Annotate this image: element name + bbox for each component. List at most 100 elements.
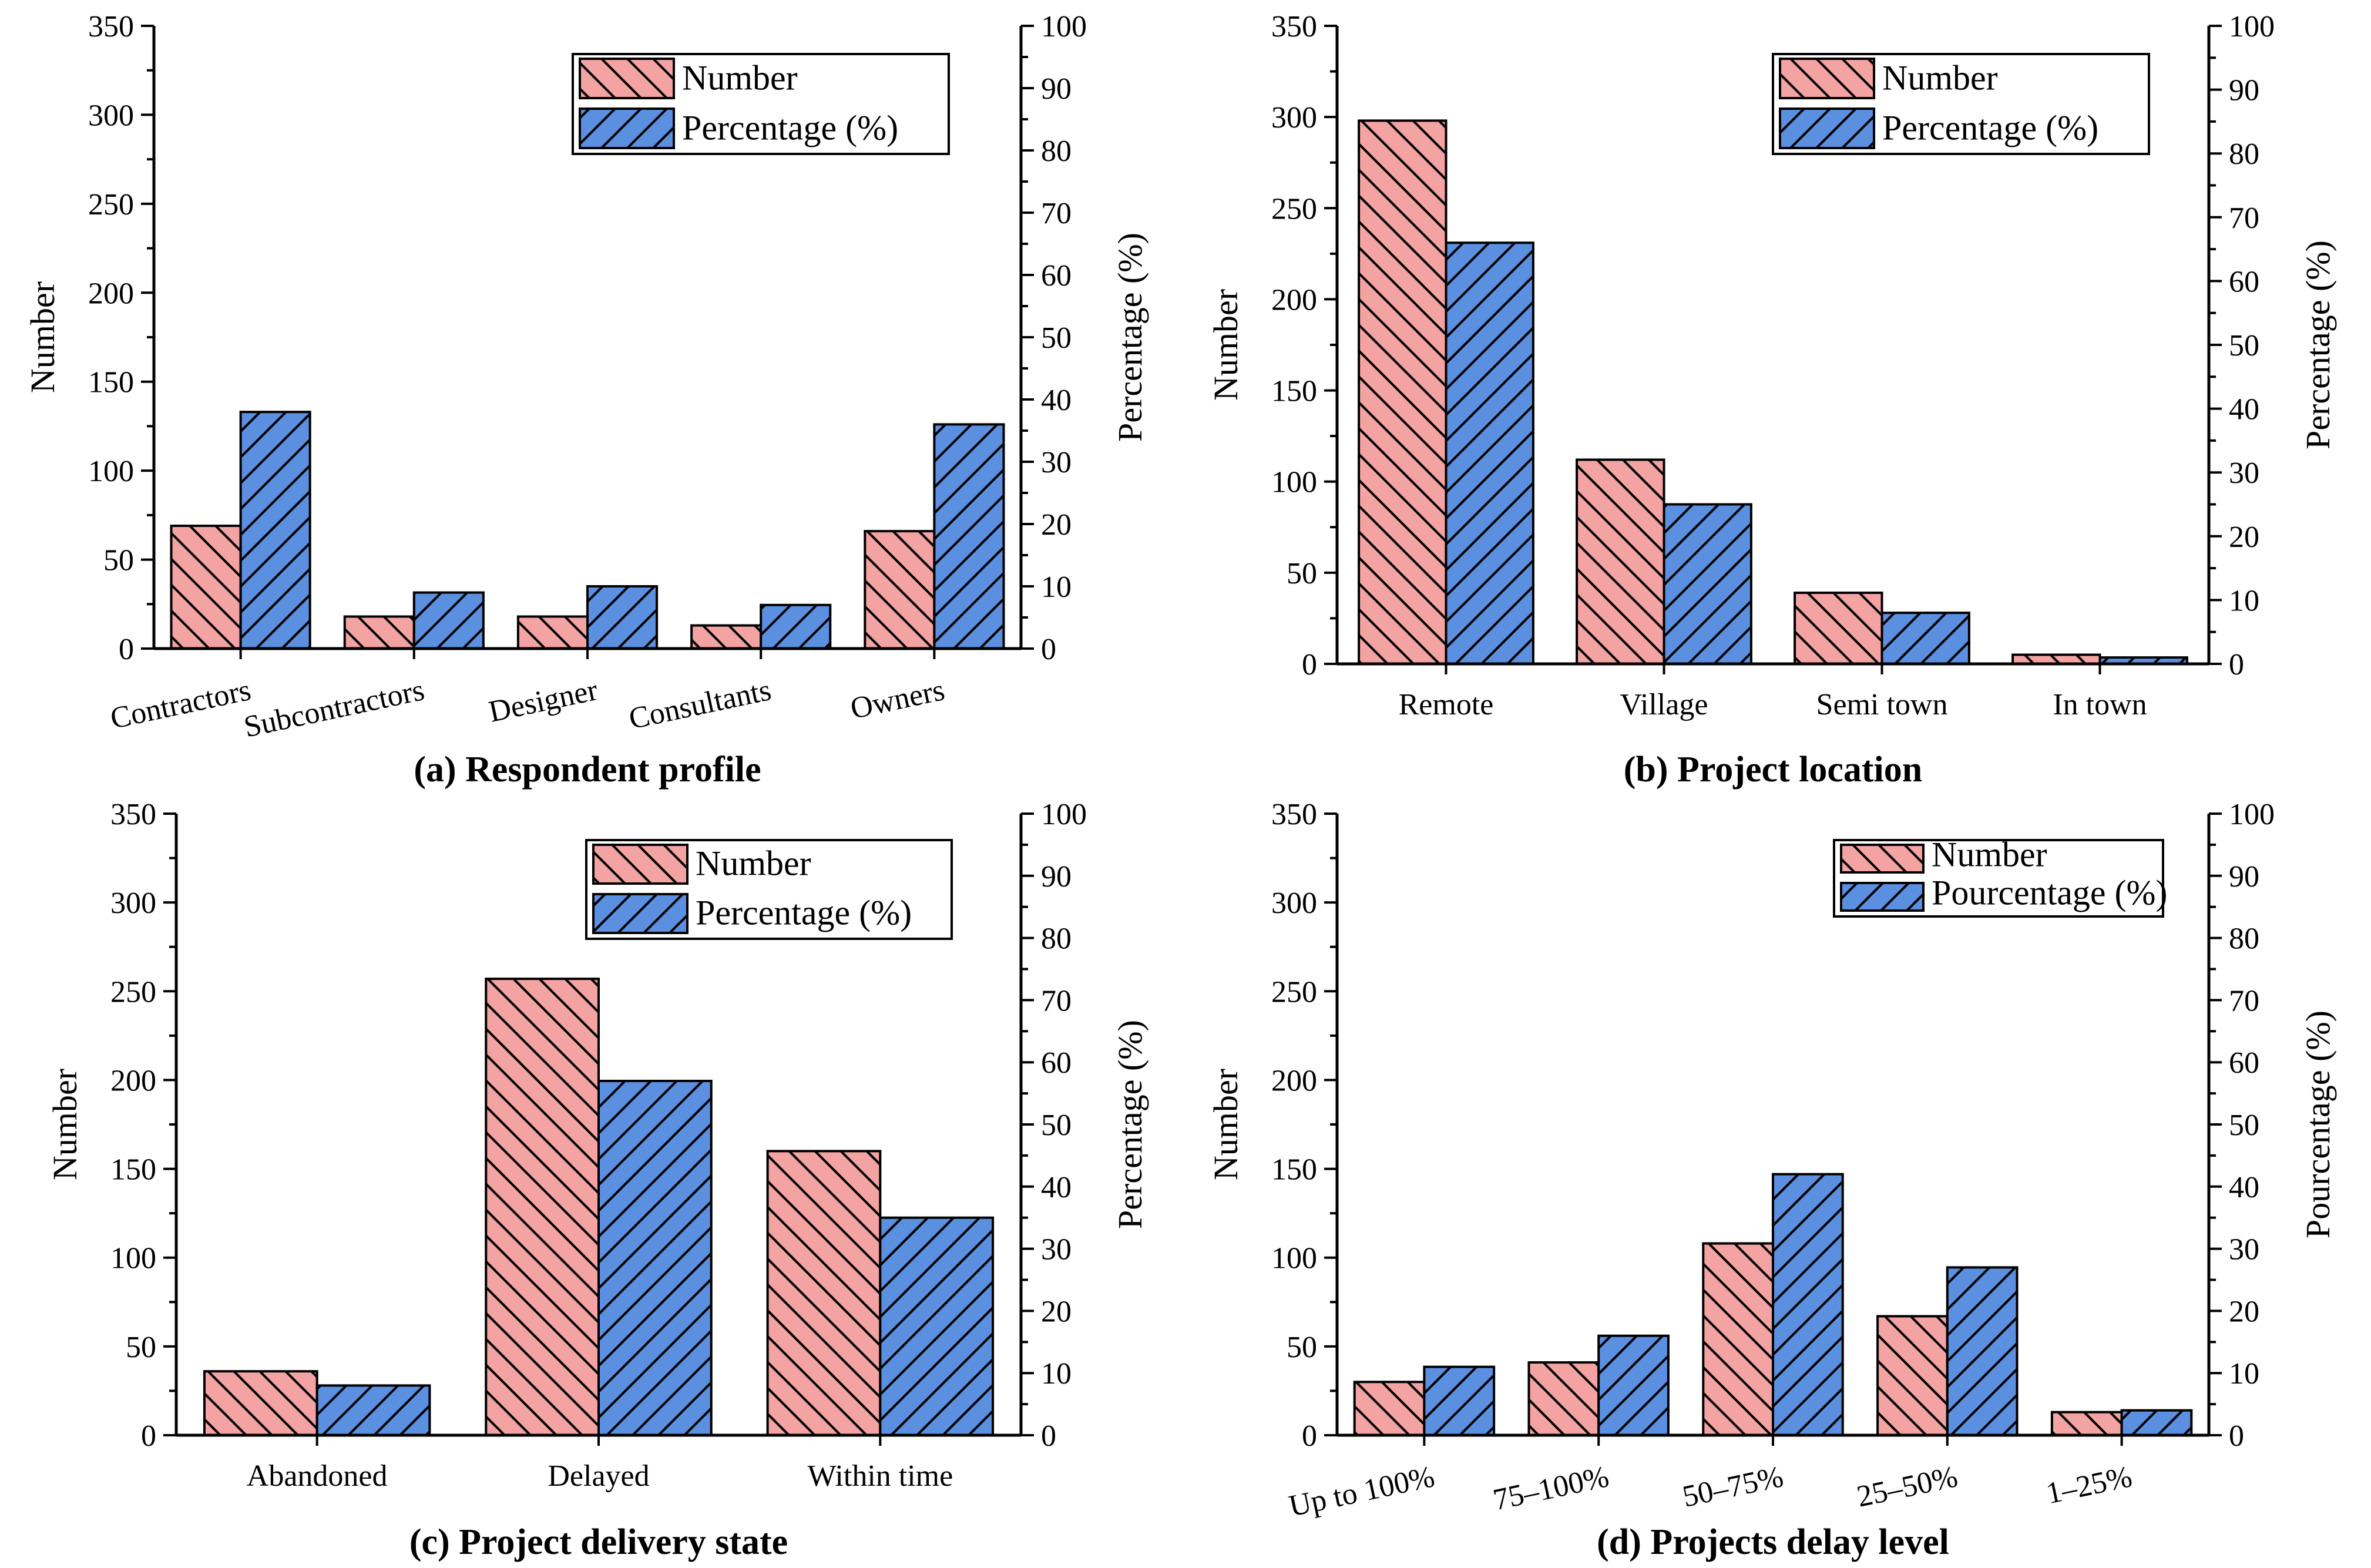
legend-swatch-outline (1840, 882, 1925, 912)
y2-axis-title: Pourcentage (%) (2299, 1010, 2337, 1238)
legend-label: Number (682, 58, 798, 97)
right-tick-label: 80 (1041, 922, 1072, 956)
bar-percentage-contractors-outline (239, 411, 311, 650)
bar-percentage-up-to-100--outline (1423, 1365, 1496, 1437)
right-tick-label: 50 (1041, 1109, 1072, 1142)
right-tick-label: 100 (1041, 10, 1087, 43)
left-tick-label: 150 (110, 1153, 156, 1187)
panel-caption: (b) Project location (1624, 750, 1922, 790)
bar-percentage-owners-outline (933, 423, 1005, 650)
right-tick-label: 40 (1041, 384, 1072, 417)
right-tick-label: 10 (2229, 1357, 2259, 1391)
y-axis-title: Number (1207, 289, 1245, 401)
panel-caption: (a) Respondent profile (414, 750, 761, 790)
left-tick-label: 50 (126, 1331, 156, 1364)
y2-axis-title: Percentage (%) (1111, 1020, 1149, 1229)
bars-b (1358, 119, 2188, 666)
category-label: 25–50% (1854, 1460, 1960, 1514)
bar-number-village-outline (1576, 458, 1665, 665)
right-tick-label: 80 (2229, 922, 2259, 956)
legend: Number Percentage (%) (1772, 53, 2150, 155)
right-tick-label: 20 (2229, 1295, 2259, 1328)
legend-label: Number (696, 844, 811, 882)
category-label: Abandoned (247, 1459, 388, 1493)
bar-percentage-village-outline (1663, 503, 1752, 665)
bar-number-1-25--outline (2050, 1411, 2123, 1437)
bar-percentage-semi-town-outline (1880, 612, 1970, 665)
legend-swatch-outline (592, 893, 689, 934)
legend-label: Percentage (%) (696, 893, 912, 932)
right-tick-label: 0 (1041, 633, 1056, 666)
bar-number-delayed-outline (485, 978, 600, 1436)
right-tick-label: 90 (2229, 74, 2259, 108)
right-tick-label: 80 (2229, 137, 2259, 171)
legend-swatch-outline (1840, 844, 1925, 874)
right-tick-label: 30 (1041, 1233, 1072, 1267)
left-tick-label: 350 (1271, 10, 1317, 43)
category-label: Within time (807, 1459, 953, 1493)
bar-number-50-75--outline (1702, 1242, 1775, 1437)
bar-percentage-within-time-outline (879, 1216, 995, 1436)
category-label: Consultants (626, 673, 774, 736)
right-tick-label: 40 (2229, 393, 2259, 427)
legend: Number Percentage (%) (585, 839, 953, 940)
left-tick-label: 200 (1271, 1064, 1317, 1097)
left-tick-label: 250 (88, 188, 134, 221)
category-label: 75–100% (1490, 1460, 1612, 1517)
category-label: Up to 100% (1286, 1460, 1438, 1523)
right-tick-label: 0 (2229, 1419, 2244, 1453)
right-tick-label: 20 (1041, 1295, 1072, 1328)
bar-number-abandoned-outline (203, 1370, 318, 1437)
chart-panel-b: 0 50 100 150 200 250 300 350 0 10 20 30 40 50 60 70 80 90… (1207, 10, 2337, 790)
left-tick-label: 50 (1287, 557, 1317, 590)
category-label: Owners (848, 673, 948, 726)
left-tick-label: 300 (1271, 887, 1317, 920)
category-label: Subcontractors (241, 673, 427, 744)
bar-number-contractors-outline (170, 525, 242, 650)
left-tick-label: 0 (1302, 1419, 1317, 1453)
y-axis-title: Number (1207, 1069, 1245, 1180)
chart-panels: 0501001502002503003500102030405060708090… (23, 10, 2337, 1562)
left-tick-label: 300 (110, 887, 156, 920)
left-tick-label: 300 (88, 99, 134, 132)
right-tick-label: 50 (1041, 321, 1072, 355)
bar-percentage-remote-outline (1445, 241, 1534, 665)
bar-number-consultants-outline (690, 624, 763, 650)
left-tick-label: 350 (1271, 798, 1317, 831)
left-tick-label: 150 (88, 366, 134, 399)
right-tick-label: 0 (1041, 1419, 1056, 1453)
legend-swatch-outline (579, 108, 675, 149)
y2-axis-title: Percentage (%) (1111, 233, 1149, 442)
bars-d (1353, 1173, 2193, 1437)
chart-panel-c: 0 50 100 150 200 250 300 350 0 10 20 30 40 50 60 70 80 90… (46, 798, 1149, 1562)
bar-number-designer-outline (516, 615, 589, 650)
left-tick-label: 150 (1271, 375, 1317, 408)
left-tick-label: 50 (1287, 1331, 1317, 1364)
legend-label: Percentage (%) (682, 108, 898, 147)
legend: Number Percentage (%) (572, 53, 950, 155)
legend-swatch-outline (592, 844, 689, 885)
bar-number-within-time-outline (766, 1150, 882, 1437)
bar-number-subcontractors-outline (343, 615, 415, 650)
category-label: 1–25% (2043, 1460, 2135, 1510)
chart-panel-d: 0 50 100 150 200 250 300 350 0 10 20 30 40 50 60 70 80 90… (1207, 798, 2337, 1562)
y2-axis-title: Percentage (%) (2299, 240, 2337, 449)
left-tick-label: 100 (1271, 466, 1317, 499)
bars-a (170, 411, 1005, 650)
right-tick-label: 60 (1041, 1046, 1072, 1080)
right-tick-label: 70 (2229, 984, 2259, 1018)
category-label: Semi town (1816, 688, 1948, 721)
right-tick-label: 30 (2229, 456, 2259, 490)
right-tick-label: 10 (1041, 570, 1072, 604)
right-tick-label: 80 (1041, 135, 1072, 168)
left-tick-label: 200 (110, 1064, 156, 1097)
left-tick-label: 150 (1271, 1153, 1317, 1187)
right-tick-label: 100 (1041, 798, 1087, 831)
legend-swatch-outline (579, 58, 675, 99)
bar-percentage-25-50--outline (1946, 1266, 2019, 1437)
right-tick-label: 40 (2229, 1171, 2259, 1204)
right-tick-label: 60 (2229, 265, 2259, 298)
right-tick-label: 100 (2229, 10, 2275, 43)
right-tick-label: 70 (1041, 197, 1072, 230)
